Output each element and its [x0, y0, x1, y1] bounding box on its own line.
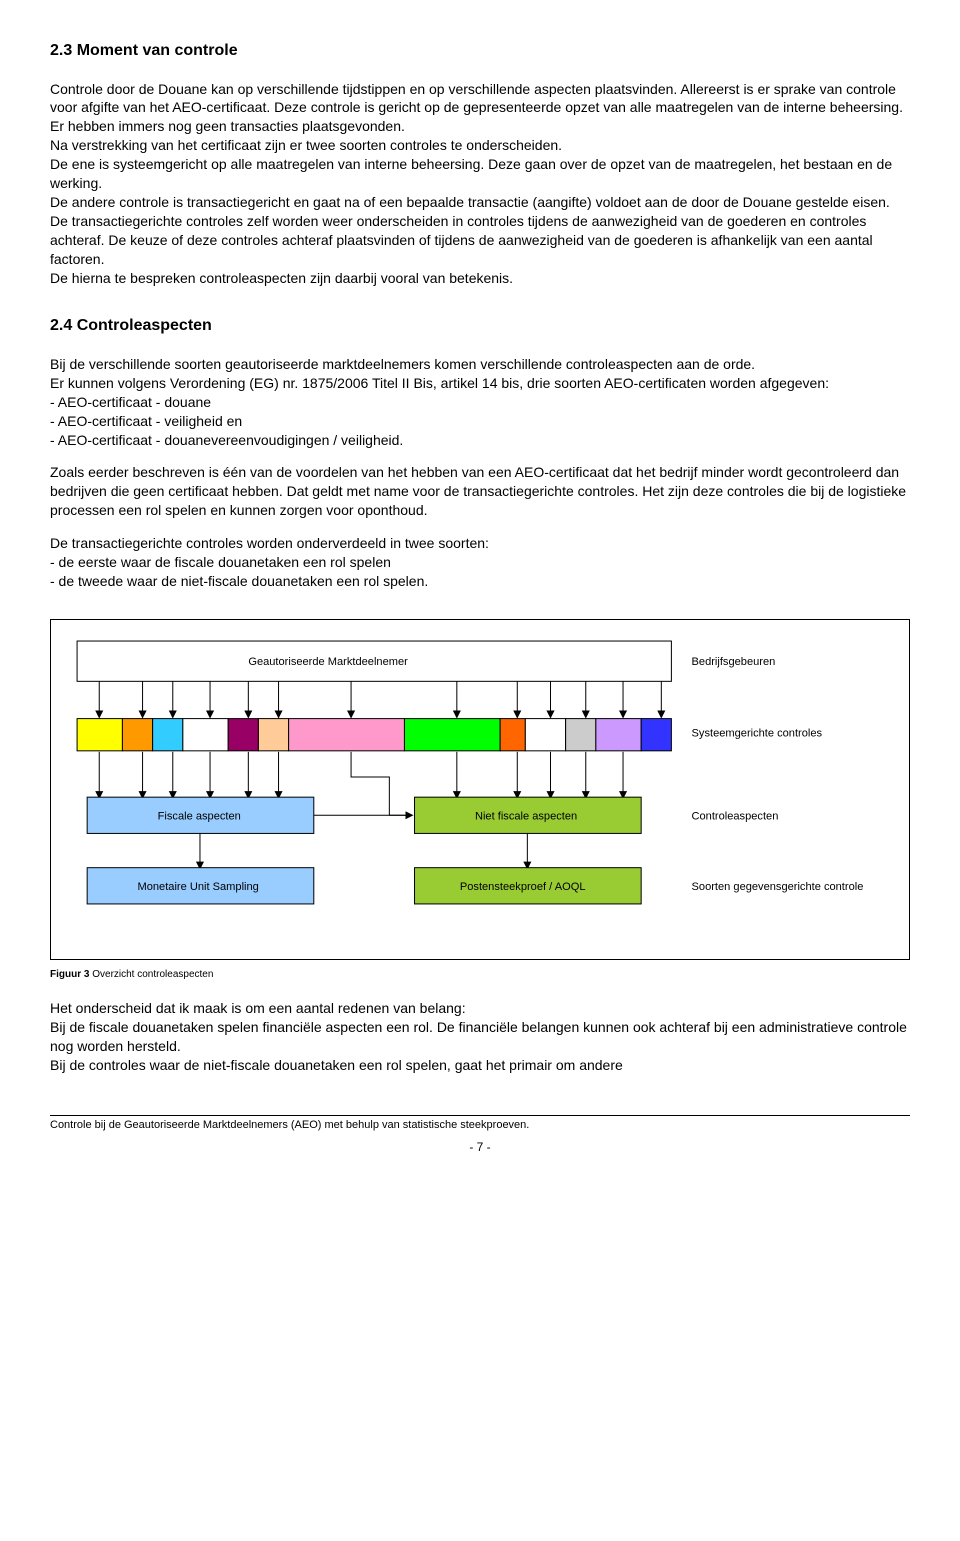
text: De transactiegerichte controles zelf wor… — [50, 213, 873, 267]
color-bar — [153, 718, 183, 750]
text: Er kunnen volgens Verordening (EG) nr. 1… — [50, 375, 829, 391]
body-text: Bij de verschillende soorten geautorisee… — [50, 355, 910, 449]
arrows-row2-row3 — [99, 752, 623, 795]
figure-caption-bold: Figuur 3 — [50, 969, 89, 980]
footer-line: Controle bij de Geautoriseerde Marktdeel… — [50, 1115, 910, 1133]
text: - de eerste waar de fiscale douanetaken … — [50, 554, 391, 570]
pink-connector — [351, 752, 409, 815]
color-bar — [228, 718, 258, 750]
color-bar — [596, 718, 641, 750]
text: De ene is systeemgericht op alle maatreg… — [50, 156, 892, 191]
text: Na verstrekking van het certificaat zijn… — [50, 137, 562, 153]
row3-label: Controleaspecten — [692, 810, 779, 822]
text: - AEO-certificaat - douanevereenvoudigin… — [50, 432, 403, 448]
arrows-row1-row2 — [99, 681, 661, 714]
color-bar — [500, 718, 525, 750]
text: Bij de fiscale douanetaken spelen financ… — [50, 1019, 907, 1054]
text: De andere controle is transactiegericht … — [50, 194, 890, 210]
text: De transactiegerichte controles worden o… — [50, 535, 489, 551]
color-bar — [404, 718, 500, 750]
heading-2-4: 2.4 Controleaspecten — [50, 315, 910, 337]
color-bar — [183, 718, 228, 750]
page-number: - 7 - — [50, 1139, 910, 1155]
text: Bij de controles waar de niet-fiscale do… — [50, 1057, 623, 1073]
color-bar — [77, 718, 122, 750]
color-bar — [258, 718, 288, 750]
text: Bij de verschillende soorten geautorisee… — [50, 356, 755, 372]
color-bar — [641, 718, 671, 750]
color-bar — [566, 718, 596, 750]
body-text: De transactiegerichte controles worden o… — [50, 534, 910, 591]
color-bar — [525, 718, 565, 750]
text: - de tweede waar de niet-fiscale douanet… — [50, 573, 428, 589]
color-bar — [289, 718, 405, 750]
body-text: Het onderscheid dat ik maak is om een aa… — [50, 999, 910, 1075]
figure-caption-rest: Overzicht controleaspecten — [89, 969, 213, 980]
fiscale-box-label: Fiscale aspecten — [158, 810, 241, 822]
text: - AEO-certificaat - veiligheid en — [50, 413, 242, 429]
row2-label: Systeemgerichte controles — [692, 728, 823, 740]
text: Het onderscheid dat ik maak is om een aa… — [50, 1000, 466, 1016]
row4-label: Soorten gegevensgerichte controle — [692, 881, 864, 893]
color-bars — [77, 718, 671, 750]
diagram-container: Geautoriseerde Marktdeelnemer Bedrijfsge… — [50, 619, 910, 960]
body-text: Controle door de Douane kan op verschill… — [50, 80, 910, 288]
body-text: Zoals eerder beschreven is één van de vo… — [50, 463, 910, 520]
aeo-box-label: Geautoriseerde Marktdeelnemer — [248, 656, 408, 668]
aoql-box-label: Postensteekproef / AOQL — [460, 881, 586, 893]
color-bar — [122, 718, 152, 750]
mus-box-label: Monetaire Unit Sampling — [138, 881, 259, 893]
text: De hierna te bespreken controleaspecten … — [50, 270, 513, 286]
heading-2-3: 2.3 Moment van controle — [50, 40, 910, 62]
niet-fiscale-box-label: Niet fiscale aspecten — [475, 810, 577, 822]
arrows-row3-row4 — [200, 833, 527, 865]
figure-caption: Figuur 3 Overzicht controleaspecten — [50, 968, 910, 982]
row1-label: Bedrijfsgebeuren — [692, 656, 776, 668]
controleaspecten-diagram: Geautoriseerde Marktdeelnemer Bedrijfsge… — [67, 636, 893, 938]
text: - AEO-certificaat - douane — [50, 394, 211, 410]
